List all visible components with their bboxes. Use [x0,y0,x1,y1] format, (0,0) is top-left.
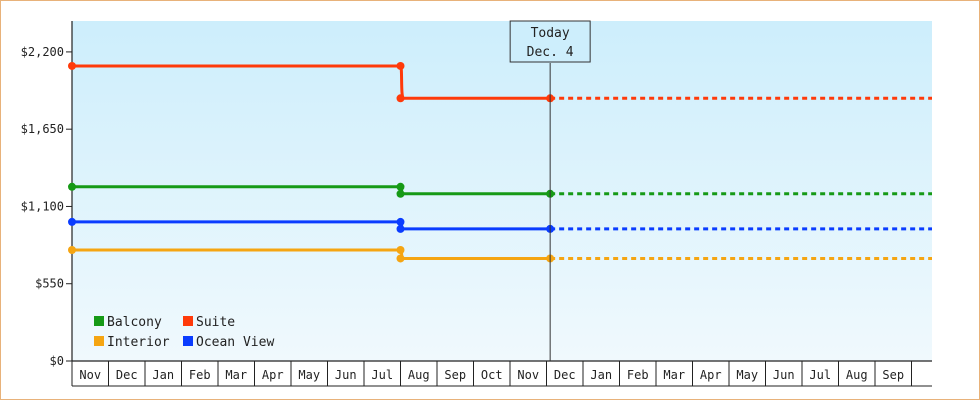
today-date: Dec. 4 [527,45,574,60]
x-tick-label: Nov [79,368,101,382]
x-tick-label: May [736,368,758,382]
data-point [396,224,405,233]
series-ocean-view [68,217,932,233]
y-tick-label: $1,650 [21,122,64,136]
legend-swatch-interior [94,336,104,346]
legend-label: Interior [107,335,170,350]
data-point [396,217,405,226]
data-point [68,246,76,255]
x-tick-label: Oct [481,368,503,382]
legend-label: Suite [196,315,235,330]
series-balcony [68,182,932,198]
legend-label: Ocean View [196,335,274,350]
x-tick-label: Nov [517,368,539,382]
data-point [68,217,76,226]
y-tick-label: $0 [50,354,64,368]
x-tick-label: Jul [809,368,831,382]
x-tick-label: Dec [554,368,576,382]
plot-background [72,21,932,361]
x-tick-label: Sep [882,368,904,382]
today-marker: Today Dec. 4 [509,20,591,361]
x-tick-label: May [298,368,320,382]
x-tick-label: Mar [225,368,247,382]
x-tick-label: Jun [773,368,795,382]
legend-swatch-suite [183,316,193,326]
legend-label: Balcony [107,315,162,330]
data-point [396,189,405,198]
x-axis: Nov Dec Jan Feb Mar Apr May Jun Jul Aug Sep Oct Nov D… [71,360,932,387]
y-tick-label: $2,200 [21,45,64,59]
legend-swatch-balcony [94,316,104,326]
x-tick-label: Jul [371,368,393,382]
x-tick-label: Apr [700,368,722,382]
data-point [68,182,76,191]
series-layer [68,61,932,263]
data-point [396,61,405,70]
x-tick-label: Apr [262,368,284,382]
y-tick-label: $550 [35,277,64,291]
x-tick-label: Sep [444,368,466,382]
data-point [396,182,405,191]
y-tick-label: $1,100 [21,199,64,213]
data-point [396,246,405,255]
series-suite [68,61,932,103]
x-tick-label: Jan [152,368,174,382]
today-box [509,20,591,63]
data-point [396,94,405,103]
x-tick-label: Aug [408,368,430,382]
data-point [68,61,76,70]
x-tick-label: Dec [116,368,138,382]
legend-swatch-ocean-view [183,336,193,346]
today-label: Today [531,26,570,41]
x-tick-label: Aug [846,368,868,382]
data-point [396,254,405,263]
x-tick-label: Feb [189,368,211,382]
x-tick-label: Jun [335,368,357,382]
y-axis: $0 $550 $1,100 $1,650 $2,200 [21,21,73,368]
x-tick-label: Mar [663,368,685,382]
x-tick-label: Jan [590,368,612,382]
series-interior [68,246,932,263]
x-tick-label: Feb [627,368,649,382]
legend: Balcony Suite Interior Ocean View [94,315,274,350]
